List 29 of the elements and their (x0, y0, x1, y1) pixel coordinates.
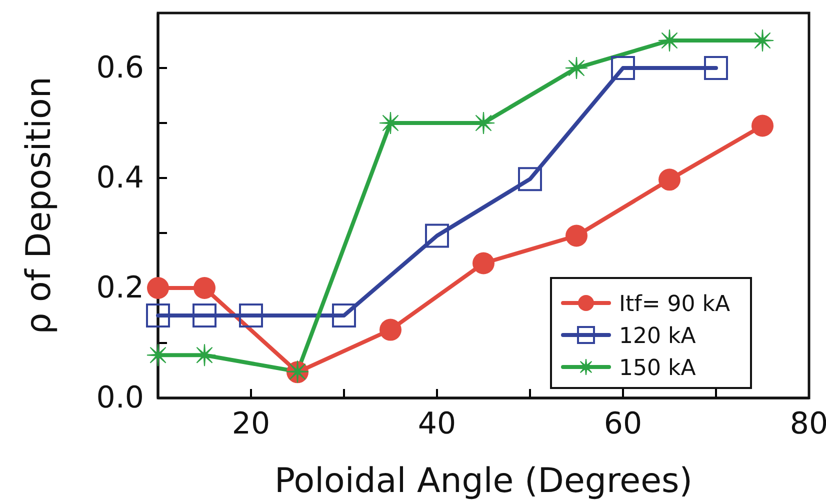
point (752, 114, 774, 137)
point (425, 224, 449, 248)
y-tick-label: 0.0 (96, 380, 144, 416)
point (565, 56, 588, 80)
y-axis-title: ρ of Deposition (19, 76, 59, 334)
x-tick-label: 60 (604, 406, 642, 442)
x-tick-label: 40 (418, 406, 456, 442)
point (239, 304, 263, 328)
y-tick-label: 0.2 (96, 270, 144, 306)
legend-label: Itf= 90 kA (619, 292, 730, 317)
point (472, 252, 494, 274)
point (147, 277, 169, 299)
point (566, 224, 588, 247)
point (192, 304, 216, 328)
point (146, 304, 170, 328)
point (658, 168, 680, 191)
point (332, 304, 356, 328)
point (518, 167, 542, 192)
point (380, 318, 402, 341)
x-tick-label: 20 (232, 406, 270, 442)
point (611, 56, 635, 80)
y-tick-label: 0.4 (96, 160, 144, 196)
y-tick-label: 0.6 (96, 50, 144, 86)
point (194, 277, 216, 299)
point (704, 56, 728, 80)
x-axis-title: Poloidal Angle (Degrees) (274, 461, 693, 500)
legend-label: 120 kA (619, 324, 696, 349)
x-tick-label: 80 (790, 406, 826, 442)
legend-label: 150 kA (619, 356, 696, 381)
